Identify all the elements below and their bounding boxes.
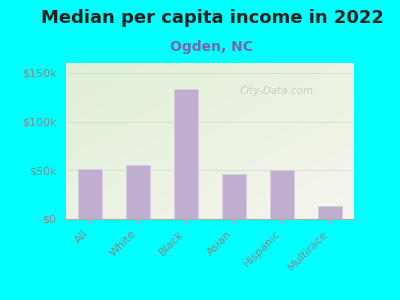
- Bar: [78, 169, 102, 219]
- Bar: [174, 89, 198, 219]
- Bar: [222, 174, 246, 219]
- Bar: [126, 165, 150, 219]
- Text: City-Data.com: City-Data.com: [239, 86, 313, 96]
- Text: Median per capita income in 2022: Median per capita income in 2022: [40, 9, 384, 27]
- Text: Ogden, NC: Ogden, NC: [170, 40, 254, 55]
- Bar: [318, 206, 342, 219]
- Bar: [270, 170, 294, 219]
